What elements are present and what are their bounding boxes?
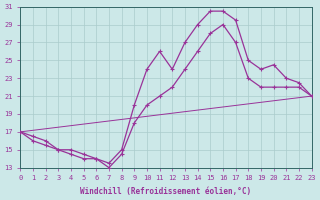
X-axis label: Windchill (Refroidissement éolien,°C): Windchill (Refroidissement éolien,°C): [80, 187, 252, 196]
